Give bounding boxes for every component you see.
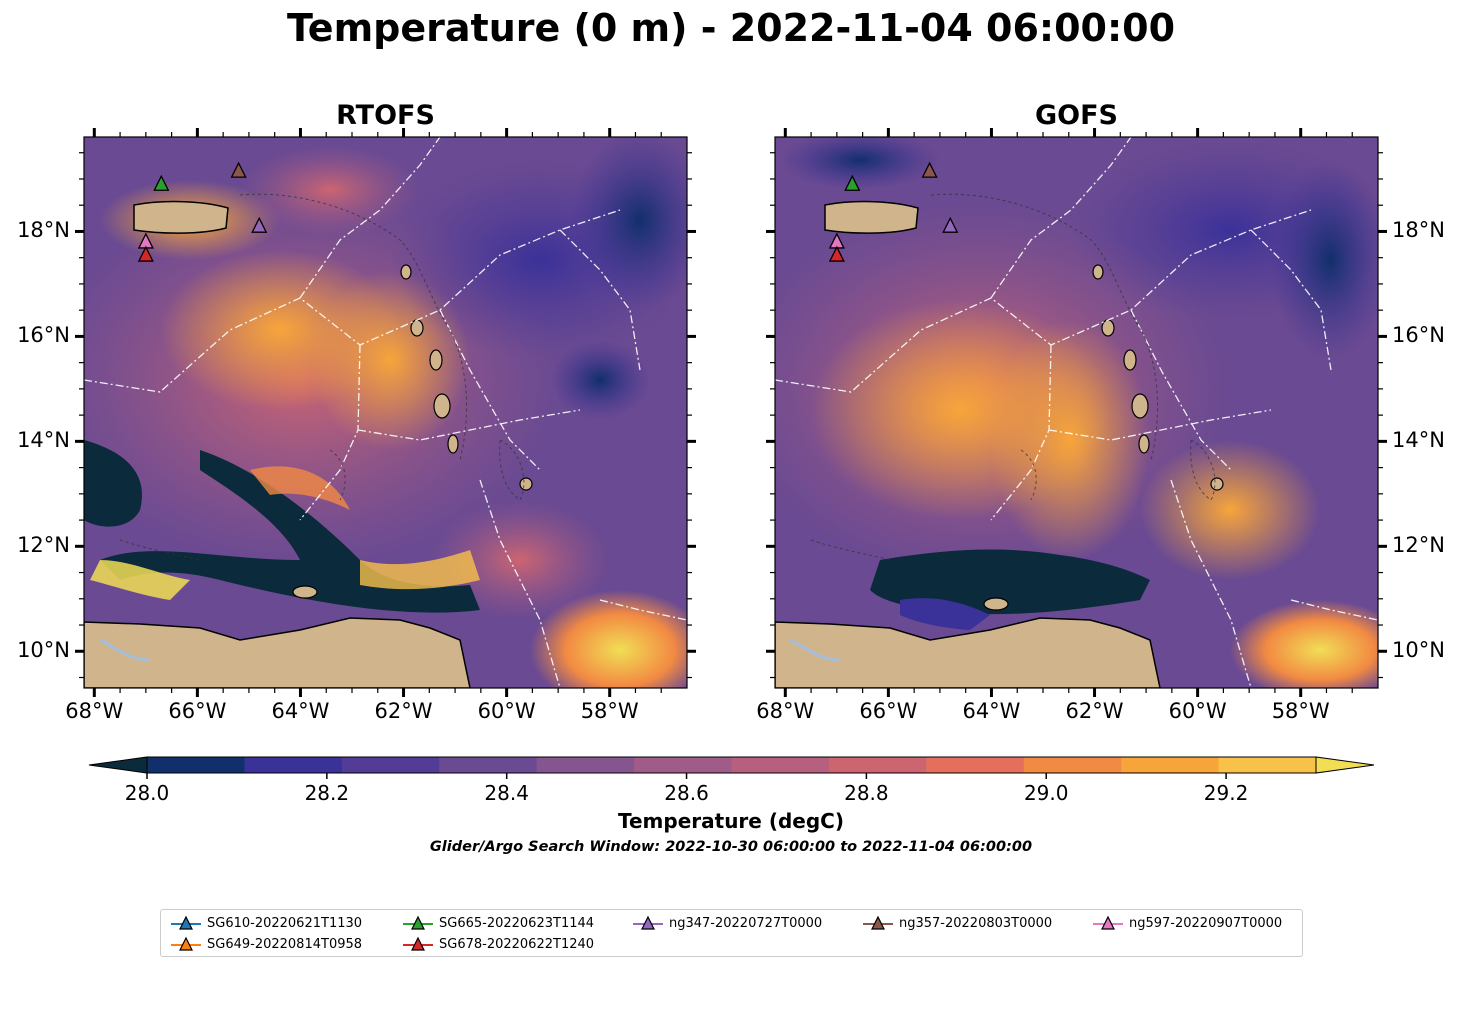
- lon-tick-label: 66°W: [859, 699, 918, 723]
- lat-tick-label: 18°N: [17, 218, 70, 243]
- colorbar-segment: [341, 757, 440, 773]
- glider-marker: [153, 174, 170, 191]
- legend-item: ng357-20220803T0000: [863, 915, 1052, 931]
- colorbar-tick-label: 28.0: [124, 781, 170, 805]
- legend-label: SG678-20220622T1240: [439, 936, 595, 952]
- glider-marker: [942, 216, 959, 233]
- lon-tick-label: 68°W: [65, 699, 124, 723]
- colorbar-segment: [536, 757, 635, 773]
- legend-item: SG649-20220814T0958: [171, 936, 362, 952]
- gofs-map: [775, 137, 1378, 688]
- glider-marker: [921, 161, 938, 178]
- colorbar-segment: [1218, 757, 1317, 773]
- lat-tick-label: 14°N: [17, 428, 70, 453]
- glider-marker: [230, 161, 247, 178]
- panel-title-rtofs: RTOFS: [336, 100, 435, 131]
- lat-tick-label: 10°N: [17, 638, 70, 663]
- lon-tick-label: 68°W: [756, 699, 815, 723]
- colorbar-segment: [1121, 757, 1220, 773]
- colorbar-tick-label: 28.6: [664, 781, 709, 805]
- lon-tick-label: 60°W: [477, 699, 536, 723]
- lon-tick-label: 58°W: [1271, 699, 1330, 723]
- triangle-marker-icon: [863, 915, 893, 930]
- lat-tick-label: 16°N: [1392, 323, 1445, 348]
- legend-label: ng347-20220727T0000: [669, 915, 823, 931]
- triangle-marker-icon: [171, 915, 201, 930]
- colorbar-frame: [146, 756, 1317, 774]
- lon-tick-label: 64°W: [962, 699, 1021, 723]
- glider-marker: [251, 216, 268, 233]
- triangle-marker-icon: [1093, 915, 1123, 930]
- legend-item: ng347-20220727T0000: [633, 915, 822, 931]
- glider-marker: [844, 174, 861, 191]
- colorbar-tick-label: 28.2: [304, 781, 350, 805]
- rtofs-map: [84, 137, 687, 688]
- triangle-marker-icon: [403, 936, 433, 951]
- colorbar-segment: [634, 757, 732, 773]
- colorbar-label: Temperature (degC): [618, 809, 844, 833]
- colorbar-tick-label: 28.8: [844, 781, 889, 805]
- glider-marker: [137, 245, 154, 262]
- lon-tick-label: 64°W: [271, 699, 330, 723]
- gofs-frame: [774, 136, 1379, 689]
- legend-item: SG610-20220621T1130: [171, 915, 362, 931]
- legend-item: ng597-20220907T0000: [1093, 915, 1282, 931]
- figure-title: Temperature (0 m) - 2022-11-04 06:00:00: [286, 6, 1176, 50]
- lat-tick-label: 18°N: [1392, 218, 1445, 243]
- colorbar-tick-label: 29.0: [1023, 781, 1069, 805]
- triangle-marker-icon: [171, 936, 201, 951]
- legend-label: ng597-20220907T0000: [1129, 915, 1283, 931]
- colorbar-segment: [147, 757, 245, 773]
- legend-item: SG665-20220623T1144: [403, 915, 594, 931]
- legend: SG610-20220621T1130 SG649-20220814T0958 SG…: [160, 909, 1303, 957]
- colorbar-segment: [244, 757, 343, 773]
- colorbar-segment: [731, 757, 830, 773]
- lat-tick-label: 12°N: [17, 533, 70, 558]
- legend-label: ng357-20220803T0000: [899, 915, 1053, 931]
- lon-tick-label: 66°W: [168, 699, 227, 723]
- colorbar-extend-low: [88, 756, 148, 774]
- colorbar-tick-label: 29.2: [1203, 781, 1249, 805]
- colorbar-extend-high: [1315, 756, 1375, 774]
- legend-label: SG649-20220814T0958: [207, 936, 363, 952]
- colorbar-tick-label: 28.4: [484, 781, 529, 805]
- lat-tick-label: 10°N: [1392, 638, 1445, 663]
- triangle-marker-icon: [633, 915, 663, 930]
- lon-tick-label: 60°W: [1168, 699, 1227, 723]
- legend-item: SG678-20220622T1240: [403, 936, 594, 952]
- glider-markers: [137, 161, 959, 262]
- triangle-marker-icon: [403, 915, 433, 930]
- rtofs-frame: [83, 136, 688, 689]
- lon-tick-label: 62°W: [374, 699, 433, 723]
- legend-label: SG665-20220623T1144: [439, 915, 595, 931]
- lat-tick-label: 14°N: [1392, 428, 1445, 453]
- search-window-note: Glider/Argo Search Window: 2022-10-30 06…: [429, 839, 1033, 855]
- lat-tick-label: 12°N: [1392, 533, 1445, 558]
- colorbar: [88, 756, 1375, 779]
- axis-ticks: [75, 128, 1387, 697]
- colorbar-segment: [1023, 757, 1122, 773]
- lon-tick-label: 58°W: [580, 699, 639, 723]
- lon-tick-label: 62°W: [1065, 699, 1124, 723]
- panel-title-gofs: GOFS: [1034, 100, 1118, 131]
- glider-marker: [828, 245, 845, 262]
- colorbar-segment: [926, 757, 1025, 773]
- colorbar-segment: [828, 757, 927, 773]
- legend-label: SG610-20220621T1130: [207, 915, 363, 931]
- colorbar-segment: [439, 757, 538, 773]
- lat-tick-label: 16°N: [17, 323, 70, 348]
